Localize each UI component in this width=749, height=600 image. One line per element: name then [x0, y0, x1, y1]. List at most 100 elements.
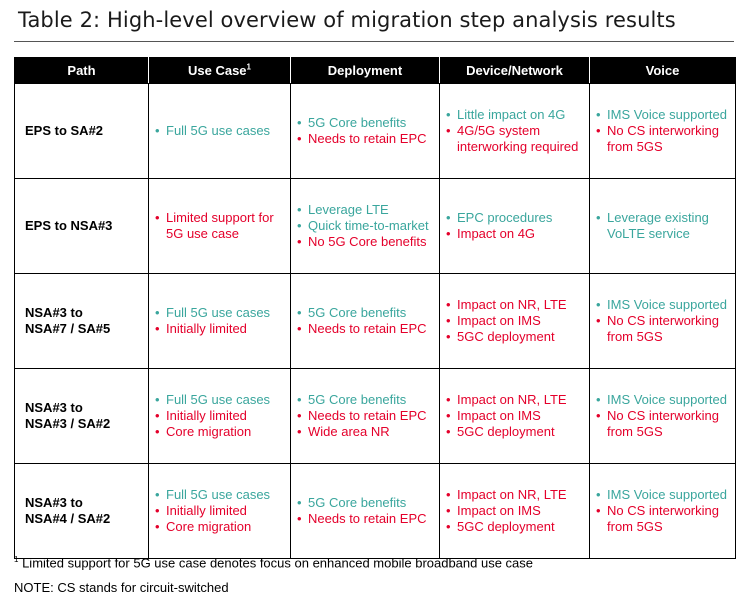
device-network-cell: • Impact on NR, LTE • Impact on IMS • 5GC dep…: [439, 463, 590, 559]
positive-item: • Quick time-to-market: [297, 218, 433, 234]
item-text: Wide area NR: [308, 424, 390, 439]
path-cell: NSA#3 to NSA#4 / SA#2: [14, 463, 149, 559]
item-text: Full 5G use cases: [166, 487, 271, 502]
table-row: NSA#3 to NSA#3 / SA#2 • Full 5G use cases • I…: [14, 368, 736, 464]
bullet-list: • IMS Voice supported • No CS interworking …: [596, 392, 729, 440]
footnote-number: 1: [14, 555, 19, 564]
positive-item: • 5G Core benefits: [297, 392, 433, 408]
negative-item: • No CS interworking from 5GS: [596, 408, 729, 440]
migration-results-table: Path Use Case1 Deployment Device/Network…: [14, 57, 736, 559]
table-caption: Table 2: High-level overview of migratio…: [18, 8, 676, 32]
device-network-cell: • Impact on NR, LTE • Impact on IMS • 5GC dep…: [439, 368, 590, 464]
path-cell: EPS to SA#2: [14, 83, 149, 179]
path-cell: EPS to NSA#3: [14, 178, 149, 274]
negative-item: • Impact on NR, LTE: [446, 297, 583, 313]
voice-cell: • IMS Voice supported • No CS interworking …: [589, 368, 736, 464]
caption-divider: [14, 41, 734, 42]
voice-cell: • IMS Voice supported • No CS interworking …: [589, 463, 736, 559]
item-text: 5G Core benefits: [308, 495, 407, 510]
bullet-icon: •: [155, 487, 160, 502]
note: NOTE: CS stands for circuit-switched: [14, 580, 229, 595]
positive-item: • EPC procedures: [446, 210, 583, 226]
item-text: IMS Voice supported: [607, 392, 727, 407]
item-text: Leverage existing VoLTE service: [607, 210, 709, 241]
item-text: EPC procedures: [457, 210, 553, 225]
negative-item: • 4G/5G system interworking required: [446, 123, 583, 155]
item-text: Full 5G use cases: [166, 305, 271, 320]
item-text: Full 5G use cases: [166, 123, 271, 138]
deployment-cell: • Leverage LTE • Quick time-to-market • No 5G…: [290, 178, 440, 274]
bullet-list: • IMS Voice supported • No CS interworking …: [596, 297, 729, 345]
use-case-cell: • Limited support for 5G use case: [148, 178, 291, 274]
table-row: EPS to NSA#3 • Limited support for 5G use …: [14, 178, 736, 274]
item-text: Needs to retain EPC: [308, 131, 427, 146]
positive-item: • Leverage existing VoLTE service: [596, 210, 729, 242]
bullet-list: • 5G Core benefits • Needs to retain EPC • Wi…: [297, 392, 433, 440]
bullet-icon: •: [297, 115, 302, 130]
negative-item: • 5GC deployment: [446, 519, 583, 535]
positive-item: • IMS Voice supported: [596, 487, 729, 503]
table-row: NSA#3 to NSA#4 / SA#2 • Full 5G use cases • I…: [14, 463, 736, 559]
header-use-case: Use Case1: [148, 57, 291, 84]
positive-item: • Full 5G use cases: [155, 392, 284, 408]
negative-item: • Impact on IMS: [446, 503, 583, 519]
item-text: Initially limited: [166, 408, 247, 423]
bullet-icon: •: [596, 123, 601, 138]
bullet-icon: •: [446, 392, 451, 407]
item-text: Quick time-to-market: [308, 218, 429, 233]
negative-item: • No CS interworking from 5GS: [596, 123, 729, 155]
item-text: No CS interworking from 5GS: [607, 408, 719, 439]
negative-item: • Wide area NR: [297, 424, 433, 440]
negative-item: • Impact on IMS: [446, 313, 583, 329]
path-label: NSA#4 / SA#2: [25, 511, 111, 526]
bullet-list: • 5G Core benefits • Needs to retain EPC: [297, 305, 433, 337]
bullet-icon: •: [596, 392, 601, 407]
positive-item: • IMS Voice supported: [596, 297, 729, 313]
bullet-icon: •: [596, 210, 601, 225]
positive-item: • Full 5G use cases: [155, 305, 284, 321]
use-case-cell: • Full 5G use cases • Initially limited • Cor…: [148, 368, 291, 464]
bullet-icon: •: [297, 234, 302, 249]
bullet-icon: •: [297, 305, 302, 320]
bullet-icon: •: [446, 408, 451, 423]
bullet-icon: •: [297, 392, 302, 407]
bullet-list: • IMS Voice supported • No CS interworking …: [596, 107, 729, 155]
bullet-list: • 5G Core benefits • Needs to retain EPC: [297, 495, 433, 527]
table-row: NSA#3 to NSA#7 / SA#5 • Full 5G use cases • I…: [14, 273, 736, 369]
header-device-network: Device/Network: [439, 57, 590, 84]
item-text: IMS Voice supported: [607, 107, 727, 122]
item-text: IMS Voice supported: [607, 487, 727, 502]
item-text: Impact on NR, LTE: [457, 392, 567, 407]
item-text: Needs to retain EPC: [308, 511, 427, 526]
negative-item: • Initially limited: [155, 408, 284, 424]
bullet-icon: •: [297, 495, 302, 510]
negative-item: • Impact on IMS: [446, 408, 583, 424]
bullet-icon: •: [297, 218, 302, 233]
negative-item: • Needs to retain EPC: [297, 131, 433, 147]
bullet-list: • Impact on NR, LTE • Impact on IMS • 5GC dep…: [446, 297, 583, 345]
bullet-list: • Impact on NR, LTE • Impact on IMS • 5GC dep…: [446, 392, 583, 440]
bullet-icon: •: [596, 503, 601, 518]
footnote-marker: 1: [246, 62, 251, 72]
negative-item: • Initially limited: [155, 321, 284, 337]
path-label: NSA#3 / SA#2: [25, 416, 111, 431]
item-text: Needs to retain EPC: [308, 321, 427, 336]
item-text: 5GC deployment: [457, 424, 555, 439]
bullet-icon: •: [446, 487, 451, 502]
item-text: Leverage LTE: [308, 202, 389, 217]
bullet-icon: •: [155, 392, 160, 407]
bullet-icon: •: [446, 313, 451, 328]
item-text: 5G Core benefits: [308, 305, 407, 320]
negative-item: • Needs to retain EPC: [297, 321, 433, 337]
positive-item: • IMS Voice supported: [596, 392, 729, 408]
bullet-icon: •: [446, 210, 451, 225]
item-text: 4G/5G system interworking required: [457, 123, 579, 154]
bullet-icon: •: [446, 329, 451, 344]
bullet-list: • Leverage LTE • Quick time-to-market • No 5G…: [297, 202, 433, 250]
path-cell: NSA#3 to NSA#3 / SA#2: [14, 368, 149, 464]
bullet-list: • Impact on NR, LTE • Impact on IMS • 5GC dep…: [446, 487, 583, 535]
bullet-icon: •: [155, 503, 160, 518]
bullet-list: • Full 5G use cases • Initially limited • Cor…: [155, 392, 284, 440]
bullet-icon: •: [297, 424, 302, 439]
